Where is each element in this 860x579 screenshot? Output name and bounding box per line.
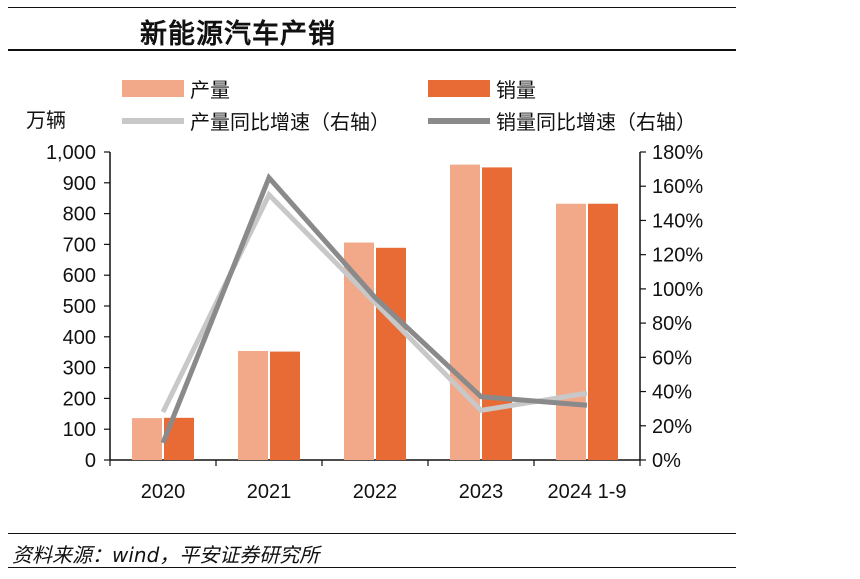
x-axis-tick-label: 2023 bbox=[459, 481, 504, 503]
right-axis-tick-label: 140% bbox=[652, 210, 703, 232]
right-axis-tick-label: 120% bbox=[652, 245, 703, 267]
production-bar bbox=[450, 164, 480, 461]
sales-bar bbox=[270, 351, 300, 460]
legend-swatch-sales bbox=[428, 80, 490, 97]
production-bar bbox=[556, 203, 586, 460]
sales-bar bbox=[482, 167, 512, 460]
right-axis-tick-label: 180% bbox=[652, 142, 703, 164]
left-axis-tick-label: 100 bbox=[63, 419, 96, 441]
legend-label-production: 产量 bbox=[190, 78, 230, 102]
chart-title: 新能源汽车产销 bbox=[140, 19, 336, 50]
right-axis-tick-label: 60% bbox=[652, 347, 692, 369]
right-axis-tick-label: 20% bbox=[652, 416, 692, 438]
sales-bar bbox=[588, 203, 618, 460]
left-axis-tick-label: 800 bbox=[63, 204, 96, 226]
legend-label-sales-growth: 销量同比增速（右轴） bbox=[496, 110, 696, 134]
right-axis-tick-label: 40% bbox=[652, 382, 692, 404]
source-rule-bottom bbox=[8, 567, 736, 568]
sales-bar bbox=[376, 247, 406, 460]
production-growth-line bbox=[160, 190, 588, 414]
left-axis-tick-label: 0 bbox=[85, 450, 96, 472]
left-axis-tick-label: 700 bbox=[63, 234, 96, 256]
production-bar bbox=[132, 418, 162, 460]
right-axis-tick-label: 0% bbox=[652, 450, 681, 472]
x-axis-tick-label: 2020 bbox=[141, 481, 186, 503]
left-axis-tick-label: 600 bbox=[63, 265, 96, 287]
right-axis-tick-label: 80% bbox=[652, 313, 692, 335]
right-axis-tick-label: 160% bbox=[652, 176, 703, 198]
left-axis-unit: 万辆 bbox=[26, 108, 66, 132]
left-axis-tick-label: 500 bbox=[63, 296, 96, 318]
legend-sales: 销量 bbox=[428, 74, 536, 103]
left-axis-tick-label: 200 bbox=[63, 388, 96, 410]
legend-swatch-production bbox=[122, 80, 184, 97]
legend-production-growth: 产量同比增速（右轴） bbox=[122, 106, 390, 135]
source-rule-top bbox=[8, 533, 736, 534]
x-axis-tick-label: 2021 bbox=[247, 481, 292, 503]
production-bar bbox=[238, 350, 268, 460]
sales-growth-line bbox=[160, 172, 588, 444]
legend-swatch-sales-growth bbox=[428, 117, 490, 124]
top-rule bbox=[8, 7, 736, 8]
title-rule bbox=[8, 49, 736, 51]
legend-sales-growth: 销量同比增速（右轴） bbox=[428, 106, 696, 135]
x-axis-tick-label: 2022 bbox=[353, 481, 398, 503]
left-axis-tick-label: 900 bbox=[63, 173, 96, 195]
x-axis-tick-label: 2024 1-9 bbox=[548, 481, 627, 503]
legend-production: 产量 bbox=[122, 74, 230, 103]
legend-swatch-production-growth bbox=[122, 117, 184, 124]
left-axis-tick-label: 400 bbox=[63, 327, 96, 349]
left-axis-tick-label: 300 bbox=[63, 358, 96, 380]
legend-label-production-growth: 产量同比增速（右轴） bbox=[190, 110, 390, 134]
left-axis-tick-label: 1,000 bbox=[46, 142, 96, 164]
right-axis-tick-label: 100% bbox=[652, 279, 703, 301]
legend-label-sales: 销量 bbox=[496, 78, 536, 102]
source-note: 资料来源：wind，平安证券研究所 bbox=[12, 543, 320, 567]
